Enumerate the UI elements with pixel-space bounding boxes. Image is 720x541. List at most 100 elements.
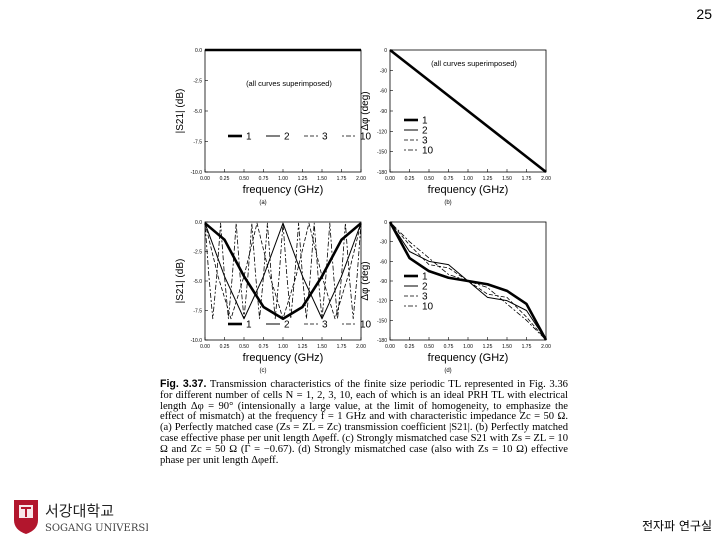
x-tick-label: 1.75: [522, 344, 532, 350]
y-tick-label: 0: [384, 48, 387, 54]
x-axis-label: frequency (GHz): [243, 352, 324, 364]
legend-label-10: 10: [422, 146, 434, 157]
series-line-3: [204, 222, 362, 320]
legend-label-1: 1: [422, 116, 428, 127]
x-tick-label: 0.50: [424, 176, 434, 182]
x-tick-label: 2.00: [356, 344, 366, 350]
x-tick-label: 1.75: [522, 176, 532, 182]
caption-label: Fig. 3.37.: [160, 378, 207, 390]
y-tick-label: -30: [380, 68, 387, 74]
x-tick-label: 2.00: [541, 344, 551, 350]
x-tick-label: 0.00: [200, 176, 210, 182]
x-tick-label: 0.50: [424, 344, 434, 350]
legend-label-2: 2: [422, 282, 428, 293]
x-tick-label: 2.00: [541, 176, 551, 182]
caption-text: Transmission characteristics of the fini…: [160, 379, 568, 466]
legend-label-1: 1: [246, 320, 252, 331]
x-tick-label: 0.75: [259, 176, 269, 182]
legend-label-3: 3: [322, 132, 328, 143]
x-tick-label: 0.75: [444, 176, 454, 182]
y-tick-label: -90: [380, 279, 387, 285]
x-tick-label: 0.25: [220, 344, 230, 350]
x-tick-label: 1.75: [337, 176, 347, 182]
series-line-1: [204, 222, 362, 321]
y-tick-label: -150: [377, 318, 387, 324]
y-tick-label: -5.0: [193, 109, 202, 115]
x-tick-label: 2.00: [356, 176, 366, 182]
x-tick-label: 1.25: [298, 344, 308, 350]
x-tick-label: 1.25: [298, 176, 308, 182]
lab-name: 전자파 연구실: [641, 519, 712, 533]
chart-panel-1: 0.00 0.25 0.50 0.75 1.00 1.25 1.50 1.75 2.00 0.0 -…: [175, 48, 372, 206]
legend-label-3: 3: [422, 136, 428, 147]
y-tick-label: -10.0: [191, 338, 203, 344]
x-tick-label: 1.25: [483, 176, 493, 182]
panel-label: (c): [260, 368, 267, 374]
y-tick-label: -90: [380, 109, 387, 115]
university-korean: 서강대학교: [45, 502, 114, 520]
university-logo: 서강대학교 SOGANG UNIVERSITY: [8, 496, 163, 536]
y-axis-label: Δφ (deg): [360, 261, 371, 300]
plot-frame: [204, 49, 362, 173]
legend-label-1: 1: [246, 132, 252, 143]
y-tick-label: -7.5: [193, 140, 202, 146]
chart-annotation: (all curves superimposed): [246, 79, 332, 88]
x-tick-label: 1.00: [278, 344, 288, 350]
series-line-all: [389, 48, 547, 174]
legend-label-3: 3: [422, 292, 428, 303]
x-tick-label: 1.75: [337, 344, 347, 350]
y-tick-label: -5.0: [193, 279, 202, 285]
figure-caption: Fig. 3.37. Transmission characteristics …: [160, 379, 568, 466]
y-tick-label: -2.5: [193, 250, 202, 256]
x-tick-label: 0.25: [220, 176, 230, 182]
series-line-2: [204, 222, 362, 320]
y-axis-label: Δφ (deg): [360, 91, 371, 130]
x-tick-label: 0.50: [239, 344, 249, 350]
x-tick-label: 0.25: [405, 344, 415, 350]
x-tick-label: 1.00: [463, 176, 473, 182]
university-english: SOGANG UNIVERSITY: [45, 523, 148, 534]
x-tick-label: 0.00: [200, 344, 210, 350]
y-tick-label: -180: [377, 170, 387, 176]
series-line-3: [389, 221, 547, 341]
figure: 0.00 0.25 0.50 0.75 1.00 1.25 1.50 1.75 2.00 0.0-…: [160, 44, 570, 486]
y-tick-label: -60: [380, 259, 387, 265]
y-tick-label: -120: [377, 129, 387, 135]
legend-label-2: 2: [284, 132, 290, 143]
y-tick-label: 0: [384, 220, 387, 226]
x-tick-label: 0.00: [385, 344, 395, 350]
legend-label-2: 2: [422, 126, 428, 137]
y-tick-label: 0.0: [195, 48, 202, 54]
y-tick-label: 0.0: [195, 220, 202, 226]
chart-panel-3: 0.00 0.25 0.50 0.75 1.00 1.25 1.50 1.75 2.00 0.0 -…: [175, 220, 372, 374]
y-tick-label: -10.0: [191, 170, 203, 176]
sogang-emblem-icon: 서강대학교 SOGANG UNIVERSITY: [14, 500, 163, 534]
x-tick-label: 1.50: [502, 344, 512, 350]
y-tick-label: -7.5: [193, 309, 202, 315]
chart-panel-4: 0.00 0.25 0.50 0.75 1.00 1.25 1.50 1.75 2.00 0 -30…: [360, 220, 551, 374]
legend-label-2: 2: [284, 320, 290, 331]
y-tick-label: -60: [380, 89, 387, 95]
series-line-10: [204, 222, 362, 320]
chart-annotation: (all curves superimposed): [431, 59, 517, 68]
x-axis-label: frequency (GHz): [428, 184, 509, 196]
panel-label: (a): [259, 200, 266, 206]
x-axis-label: frequency (GHz): [428, 352, 509, 364]
x-tick-label: 1.25: [483, 344, 493, 350]
x-axis-label: frequency (GHz): [243, 184, 324, 196]
x-tick-label: 1.00: [278, 176, 288, 182]
x-tick-label: 1.50: [317, 344, 327, 350]
x-tick-label: 0.75: [444, 344, 454, 350]
x-tick-label: 0.75: [259, 344, 269, 350]
x-tick-label: 1.50: [317, 176, 327, 182]
y-axis-label: |S21| (dB): [175, 259, 186, 304]
series-line-10: [389, 221, 547, 341]
legend-label-10: 10: [422, 302, 434, 313]
figure-panels: 0.00 0.25 0.50 0.75 1.00 1.25 1.50 1.75 2.000.0-…: [175, 48, 551, 374]
y-tick-label: -150: [377, 150, 387, 156]
y-tick-label: -180: [377, 338, 387, 344]
panel-label: (d): [444, 368, 451, 374]
legend-label-10: 10: [360, 320, 372, 331]
legend-label-10: 10: [360, 132, 372, 143]
x-tick-label: 1.00: [463, 344, 473, 350]
